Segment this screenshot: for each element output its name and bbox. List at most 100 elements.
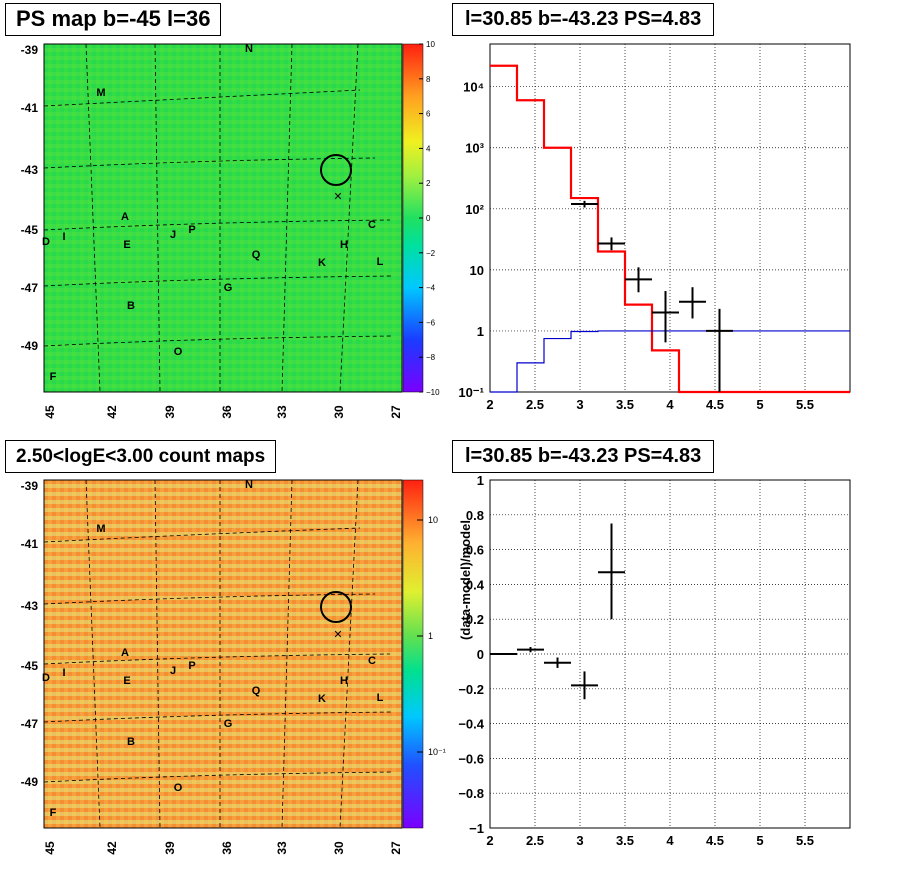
count-map: ✕ N M A C D I E J P H Q K L G B O F — [42, 479, 403, 829]
y-tick-label: 10 — [470, 263, 484, 278]
x-tick-label: 27 — [389, 841, 403, 855]
y-tick-label: 10² — [465, 202, 484, 217]
ps-candidate-x: ✕ — [333, 191, 342, 203]
y-tick-label: 10⁻¹ — [458, 385, 484, 400]
count-map-title: 2.50<logE<3.00 count maps — [5, 440, 277, 473]
x-tick-label: 5 — [756, 397, 763, 412]
residual-point — [517, 647, 544, 653]
source-label: J — [170, 665, 176, 677]
residual-series — [490, 523, 625, 700]
source-label: Q — [252, 249, 261, 261]
data-point — [598, 237, 625, 251]
x-tick-label: 36 — [220, 405, 234, 419]
ps-map-grid — [43, 43, 393, 393]
count-candidate-x: ✕ — [333, 629, 342, 641]
residual-point — [490, 653, 517, 655]
x-tick-label: 33 — [275, 841, 289, 855]
x-tick-label: 4.5 — [706, 397, 724, 412]
residual-point — [598, 523, 625, 620]
x-tick-label: 36 — [220, 841, 234, 855]
y-tick-label: 0.6 — [466, 543, 484, 558]
y-tick-label: -43 — [21, 599, 39, 613]
y-tick-label: −0.6 — [458, 751, 484, 766]
y-tick-label: -49 — [21, 775, 39, 789]
spectrum-series — [490, 64, 850, 394]
x-tick-label: 3.5 — [616, 397, 634, 412]
residual-x-ticks: 2 2.5 3 3.5 4 4.5 5 5.5 — [486, 833, 814, 848]
source-label: L — [377, 692, 384, 704]
spectrum-title: l=30.85 b=-43.23 PS=4.83 — [452, 3, 715, 36]
colorbar-tick-label: 1 — [428, 631, 433, 641]
count-map-y-ticks: -39 -41 -43 -45 -47 -49 — [21, 479, 39, 789]
x-tick-label: 2 — [486, 397, 493, 412]
y-tick-label: −1 — [469, 821, 484, 836]
x-tick-label: 5 — [756, 833, 763, 848]
source-label: N — [245, 479, 253, 491]
source-label: E — [123, 675, 130, 687]
colorbar-tick-label: 6 — [426, 110, 431, 119]
source-label: A — [121, 647, 129, 659]
y-tick-label: -47 — [21, 281, 39, 295]
data-point — [706, 308, 733, 392]
residual-title: l=30.85 b=-43.23 PS=4.83 — [452, 440, 715, 473]
source-label: J — [170, 229, 176, 241]
y-tick-label: -45 — [21, 223, 39, 237]
x-tick-label: 30 — [332, 841, 346, 855]
x-tick-label: 45 — [43, 405, 57, 419]
model-step-line — [490, 64, 850, 394]
source-label: M — [96, 523, 105, 535]
colorbar-tick-label: 10 — [426, 40, 435, 49]
x-tick-label: 39 — [163, 841, 177, 855]
colorbar-tick-label: −10 — [426, 388, 440, 397]
data-point — [625, 267, 652, 293]
x-tick-label: 3 — [576, 397, 583, 412]
source-label: F — [50, 807, 57, 819]
source-label: P — [188, 224, 195, 236]
ps-map-title: PS map b=-45 l=36 — [5, 3, 222, 36]
source-label: F — [50, 371, 57, 383]
data-point — [571, 200, 598, 208]
x-tick-label: 3.5 — [616, 833, 634, 848]
y-tick-label: -41 — [21, 101, 39, 115]
y-tick-label: −0.4 — [458, 717, 484, 732]
y-tick-label: 0.2 — [466, 612, 484, 627]
residual-grid — [490, 480, 850, 828]
source-label: N — [245, 43, 253, 55]
x-tick-label: 4 — [666, 397, 674, 412]
source-label: C — [368, 655, 376, 667]
residual-plot: 1 0.8 0.6 0.4 0.2 0 −0.2 −0.4 −0.6 −0.8 −1 2 2.5 3 3.… — [458, 473, 851, 848]
source-label: K — [318, 693, 326, 705]
source-label: B — [127, 736, 135, 748]
ps-map-source-labels: N M A C D I E J P H Q K L G B O F — [42, 43, 384, 383]
x-tick-label: 2.5 — [526, 397, 544, 412]
y-tick-label: -47 — [21, 717, 39, 731]
x-tick-label: 5.5 — [796, 397, 814, 412]
source-label: G — [224, 718, 233, 730]
ps-map: ✕ N M A C D I E J P H Q K L G B O F — [42, 43, 403, 393]
source-label: M — [96, 87, 105, 99]
y-tick-label: 1 — [477, 324, 484, 339]
spectrum-plot: 10⁴ 10³ 10² 10 1 10⁻¹ 2 2.5 3 3.5 4 4.5 5 5.5 — [458, 43, 851, 412]
colorbar-tick-label: −6 — [426, 318, 436, 327]
x-tick-label: 2 — [486, 833, 493, 848]
colorbar-tick-label: 4 — [426, 144, 431, 153]
source-label: O — [174, 782, 183, 794]
count-map-x-ticks: 45 42 39 36 33 30 27 — [43, 841, 403, 855]
x-tick-label: 4.5 — [706, 833, 724, 848]
y-tick-label: −0.2 — [458, 682, 484, 697]
source-label: E — [123, 239, 130, 251]
x-tick-label: 2.5 — [526, 833, 544, 848]
source-label: I — [62, 667, 65, 679]
colorbar-tick-label: 0 — [426, 214, 431, 223]
residual-point — [544, 657, 571, 668]
colorbar-tick-label: 2 — [426, 179, 431, 188]
count-colorbar-ticks: 10 1 10⁻¹ — [417, 515, 446, 757]
count-map-area — [43, 479, 403, 829]
source-label: I — [62, 231, 65, 243]
y-tick-label: 10⁴ — [463, 80, 484, 95]
y-tick-label: -39 — [21, 43, 39, 57]
y-tick-label: -43 — [21, 163, 39, 177]
y-tick-label: 0.8 — [466, 508, 484, 523]
x-tick-label: 39 — [163, 405, 177, 419]
